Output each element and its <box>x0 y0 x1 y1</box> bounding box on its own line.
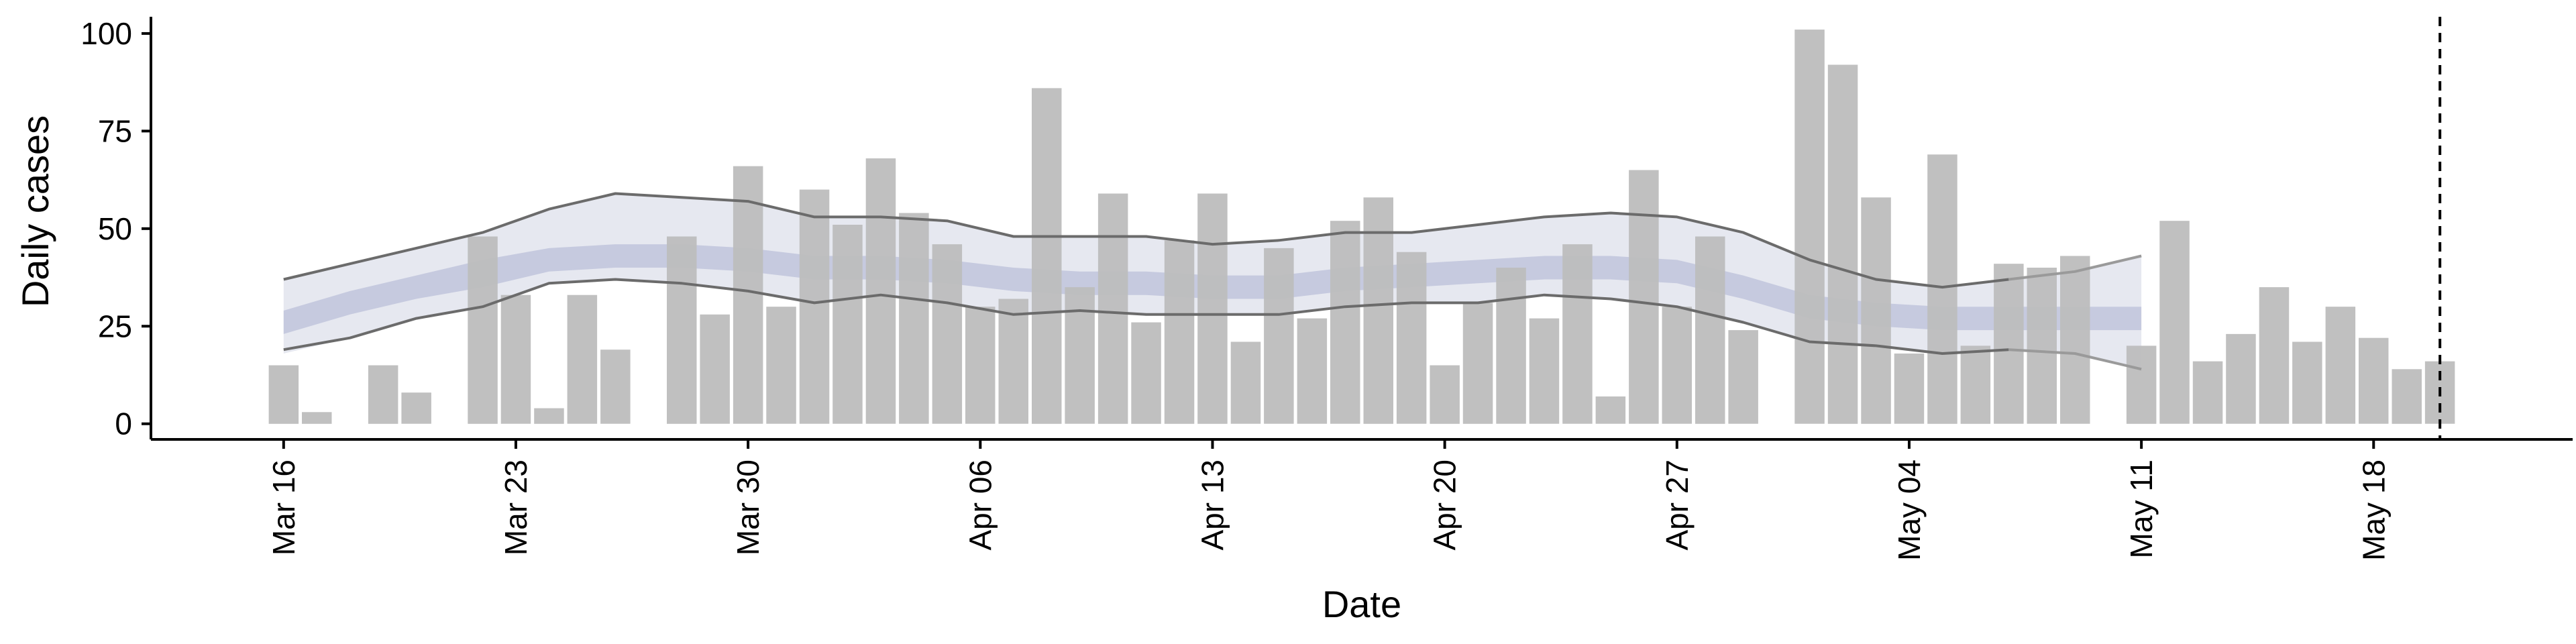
case-bar <box>1330 221 1360 424</box>
case-bar <box>1097 193 1128 424</box>
case-bar <box>534 408 564 424</box>
case-bar <box>567 294 598 424</box>
case-bar <box>1894 354 1925 424</box>
case-bar <box>2060 256 2090 424</box>
case-bar <box>268 365 299 424</box>
case-bar <box>766 307 796 424</box>
case-bar <box>2292 341 2322 424</box>
case-bar <box>899 213 929 424</box>
y-tick-label: 0 <box>115 407 132 441</box>
case-bar <box>600 350 631 424</box>
case-bar <box>2359 337 2389 424</box>
case-bar <box>799 189 830 424</box>
case-bar <box>368 365 398 424</box>
case-bar <box>1927 154 1957 424</box>
case-bar <box>1297 318 1328 424</box>
case-bar <box>2226 333 2256 424</box>
case-bar <box>1065 287 1095 424</box>
case-bar <box>1629 170 1659 424</box>
estimate-boundary-lines <box>283 192 2142 371</box>
case-bar <box>1827 64 1858 424</box>
x-tick-label: Apr 13 <box>1195 460 1230 551</box>
case-bar <box>2259 287 2290 424</box>
upper-estimate-line-tail <box>2008 254 2142 281</box>
case-bar <box>1131 322 1161 424</box>
x-tick-label: Apr 06 <box>963 460 998 551</box>
case-bar <box>1462 303 1493 424</box>
case-bar <box>2325 307 2356 424</box>
case-bar <box>302 412 332 424</box>
case-bar <box>2159 221 2190 424</box>
y-axis-title: Daily cases <box>14 115 56 307</box>
case-bar <box>865 158 896 424</box>
case-bar <box>1197 193 1228 424</box>
case-bar <box>500 294 531 424</box>
case-bar <box>965 307 996 424</box>
case-bar <box>1994 264 2024 424</box>
case-bar <box>2192 361 2223 424</box>
case-bar <box>1595 396 1626 424</box>
case-bar <box>1794 30 1825 424</box>
x-tick-label: May 18 <box>2356 460 2391 561</box>
x-tick-label: May 11 <box>2124 460 2159 558</box>
case-bar <box>1529 318 1560 424</box>
y-tick-label: 75 <box>98 113 132 148</box>
case-bar <box>2392 369 2422 424</box>
x-tick-label: Mar 30 <box>731 460 765 555</box>
case-bar <box>1695 236 1725 424</box>
case-bar <box>667 236 697 424</box>
x-tick-label: Apr 27 <box>1660 460 1695 551</box>
case-bar <box>1496 268 1526 424</box>
case-bar <box>1363 197 1393 424</box>
daily-case-bars <box>268 30 2455 424</box>
case-bar <box>998 299 1028 424</box>
y-tick-label: 100 <box>80 16 132 51</box>
case-bar <box>700 314 730 424</box>
case-bar <box>1430 365 1460 424</box>
case-bar <box>1164 240 1195 424</box>
x-tick-label: May 04 <box>1892 460 1927 561</box>
lower-estimate-line-tail <box>2008 348 2142 371</box>
y-tick-label: 50 <box>98 211 132 246</box>
case-bar <box>1861 197 1891 424</box>
lower-estimate-line <box>283 278 2009 355</box>
case-bar <box>833 225 863 424</box>
x-tick-label: Mar 23 <box>498 460 533 555</box>
case-bar <box>1032 88 1062 424</box>
case-bar <box>1960 345 1991 424</box>
case-bar <box>1230 341 1261 424</box>
axes: 0 25 50 75 100 Mar 16 Mar 23 Mar 30 Apr 06 Apr 13… <box>80 16 2573 561</box>
case-bar <box>1396 252 1427 424</box>
x-tick-label: Apr 20 <box>1428 460 1462 551</box>
case-bar <box>468 236 498 424</box>
case-bar <box>1662 307 1692 424</box>
case-bar <box>1562 244 1593 424</box>
case-bar <box>2027 268 2057 424</box>
x-axis-title: Date <box>1322 583 1401 625</box>
y-tick-label: 25 <box>98 309 132 343</box>
upper-estimate-line <box>283 192 2009 289</box>
x-tick-label: Mar 16 <box>266 460 301 555</box>
case-bar <box>932 244 963 424</box>
case-bar <box>1728 330 1758 424</box>
case-bar <box>1264 248 1294 424</box>
case-bar <box>2126 345 2157 424</box>
case-bar <box>733 166 763 424</box>
case-bar <box>401 392 431 424</box>
